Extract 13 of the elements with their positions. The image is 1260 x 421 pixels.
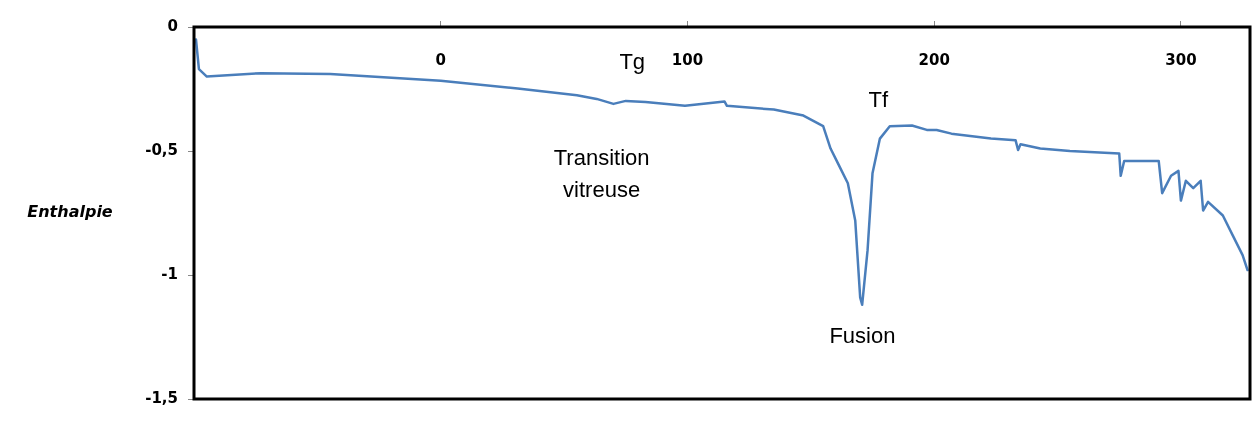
y-tick-label: 0 [167, 16, 178, 35]
annotation: Tg [619, 48, 646, 74]
y-tick-label: -1,5 [145, 388, 178, 407]
x-tick-label: 300 [1165, 50, 1197, 69]
y-tick-label: -1 [161, 264, 178, 283]
y-tick-label: -0,5 [145, 140, 178, 159]
annotation: Tf [868, 87, 889, 113]
x-tick-label: 0 [435, 50, 446, 69]
y-axis-title: Enthalpie [27, 202, 113, 222]
annotation: Fusion [829, 322, 896, 348]
annotation: Transition vitreuse [553, 145, 650, 203]
x-tick-label: 100 [671, 50, 704, 69]
x-tick-label: 200 [918, 50, 950, 69]
